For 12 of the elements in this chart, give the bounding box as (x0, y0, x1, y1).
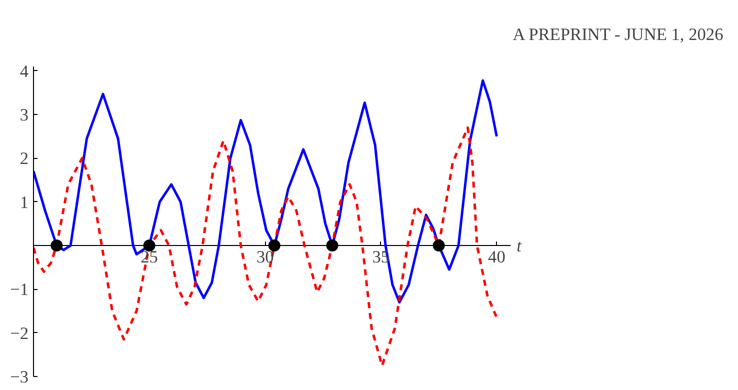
x-tick-label: 40 (488, 248, 506, 267)
y-tick-label: 3 (20, 106, 29, 125)
x-tick-label: 30 (256, 248, 274, 267)
y-tick-label: −3 (10, 368, 28, 386)
y-tick-label: 2 (20, 149, 29, 168)
y-tick-label: −2 (10, 324, 28, 343)
y-tick-label: −1 (10, 280, 28, 300)
y-tick-label: 4 (20, 62, 29, 81)
y-tick-label: 1 (20, 192, 29, 212)
text: A PREPRINT - JUNE 1, 2026 (512, 25, 724, 44)
x-axis-title: t (516, 236, 523, 256)
x-tick-label: 25 (140, 248, 158, 267)
